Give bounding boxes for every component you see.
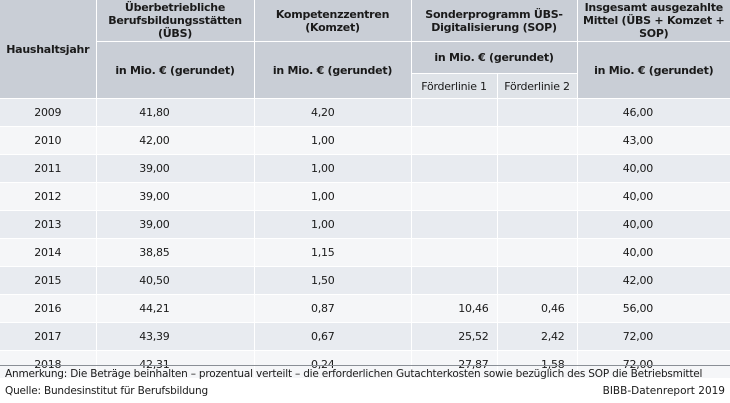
cell-total: 43,00: [576, 126, 730, 155]
report-credit: BIBB-Datenreport 2019: [602, 385, 725, 397]
cell-f2: 2,42: [496, 322, 577, 351]
table-row: 2013 39,00 1,00 40,00: [0, 210, 730, 239]
cell-total: 40,00: [576, 154, 730, 183]
header-foerderlinie-1: Förderlinie 1: [410, 73, 497, 99]
cell-komzet: 1,00: [253, 154, 411, 183]
cell-f2: [496, 182, 577, 211]
cell-total: 72,00: [576, 350, 730, 378]
cell-total: 72,00: [576, 322, 730, 351]
header-komzet: Kompetenzzentren (Komzet): [253, 0, 411, 42]
cell-f2: [496, 238, 577, 267]
cell-komzet: 0,87: [253, 294, 411, 323]
cell-komzet: 4,20: [253, 98, 411, 127]
funding-table: Haushaltsjahr Überbetriebliche Berufsbil…: [0, 0, 730, 378]
cell-ubs: 44,21: [95, 294, 254, 323]
unit-komzet: in Mio. € (gerundet): [253, 41, 411, 99]
cell-year: 2010: [0, 126, 96, 155]
cell-year: 2015: [0, 266, 96, 295]
cell-total: 42,00: [576, 266, 730, 295]
cell-f1: 25,52: [410, 322, 497, 351]
table-row: 2016 44,21 0,87 10,46 0,46 56,00: [0, 294, 730, 323]
cell-ubs: 39,00: [95, 182, 254, 211]
cell-komzet: 1,00: [253, 182, 411, 211]
cell-year: 2012: [0, 182, 96, 211]
header-total: Insgesamt ausgezahlte Mittel (ÜBS + Komz…: [576, 0, 730, 42]
cell-f2: 1,58: [496, 350, 577, 378]
cell-f1: [410, 266, 497, 295]
footnote: Anmerkung: Die Beträge beinhalten – proz…: [5, 368, 703, 380]
cell-f2: [496, 266, 577, 295]
table-row: 2017 43,39 0,67 25,52 2,42 72,00: [0, 322, 730, 351]
header-ubs: Überbetriebliche Berufsbildungsstätten (…: [95, 0, 254, 42]
unit-ubs: in Mio. € (gerundet): [95, 41, 254, 99]
cell-komzet: 1,50: [253, 266, 411, 295]
table-row: 2012 39,00 1,00 40,00: [0, 182, 730, 211]
header-sop: Sonderprogramm ÜBS-Digitalisierung (SOP): [410, 0, 577, 42]
header-year: Haushaltsjahr: [0, 0, 96, 99]
cell-ubs: 38,85: [95, 238, 254, 267]
table-row: 2015 40,50 1,50 42,00: [0, 266, 730, 295]
cell-f2: [496, 210, 577, 239]
cell-total: 46,00: [576, 98, 730, 127]
cell-f1: [410, 154, 497, 183]
cell-f1: [410, 126, 497, 155]
cell-total: 56,00: [576, 294, 730, 323]
cell-year: 2013: [0, 210, 96, 239]
cell-year: 2016: [0, 294, 96, 323]
unit-sop: in Mio. € (gerundet): [410, 41, 577, 74]
table-row: 2011 39,00 1,00 40,00: [0, 154, 730, 183]
cell-ubs: 41,80: [95, 98, 254, 127]
cell-total: 40,00: [576, 210, 730, 239]
cell-year: 2014: [0, 238, 96, 267]
cell-f1: [410, 238, 497, 267]
cell-year: 2009: [0, 98, 96, 127]
cell-year: 2017: [0, 322, 96, 351]
footer-rule: [0, 365, 730, 366]
cell-komzet: 1,00: [253, 210, 411, 239]
cell-f1: [410, 182, 497, 211]
cell-f1: [410, 210, 497, 239]
cell-f2: [496, 154, 577, 183]
cell-komzet: 1,15: [253, 238, 411, 267]
cell-total: 40,00: [576, 182, 730, 211]
cell-f2: [496, 98, 577, 127]
table-row: 2010 42,00 1,00 43,00: [0, 126, 730, 155]
table-row: 2014 38,85 1,15 40,00: [0, 238, 730, 267]
cell-komzet: 0,67: [253, 322, 411, 351]
unit-total: in Mio. € (gerundet): [576, 41, 730, 99]
cell-komzet: 1,00: [253, 126, 411, 155]
table-row: 2018 42,31 0,24 27,87 1,58 72,00: [0, 350, 730, 378]
cell-f1: 10,46: [410, 294, 497, 323]
cell-ubs: 42,31: [95, 350, 254, 378]
cell-year: 2011: [0, 154, 96, 183]
cell-f1: 27,87: [410, 350, 497, 378]
source-line: Quelle: Bundesinstitut für Berufsbildung: [5, 385, 208, 397]
cell-f1: [410, 98, 497, 127]
cell-ubs: 42,00: [95, 126, 254, 155]
cell-f2: 0,46: [496, 294, 577, 323]
cell-ubs: 43,39: [95, 322, 254, 351]
cell-ubs: 40,50: [95, 266, 254, 295]
cell-f2: [496, 126, 577, 155]
cell-komzet: 0,24: [253, 350, 411, 378]
cell-ubs: 39,00: [95, 210, 254, 239]
table-row: 2009 41,80 4,20 46,00: [0, 98, 730, 127]
header-foerderlinie-2: Förderlinie 2: [496, 73, 577, 99]
table-body: 2009 41,80 4,20 46,00 2010 42,00 1,00 43,00 2011…: [0, 98, 730, 378]
cell-total: 40,00: [576, 238, 730, 267]
cell-year: 2018: [0, 350, 96, 378]
cell-ubs: 39,00: [95, 154, 254, 183]
